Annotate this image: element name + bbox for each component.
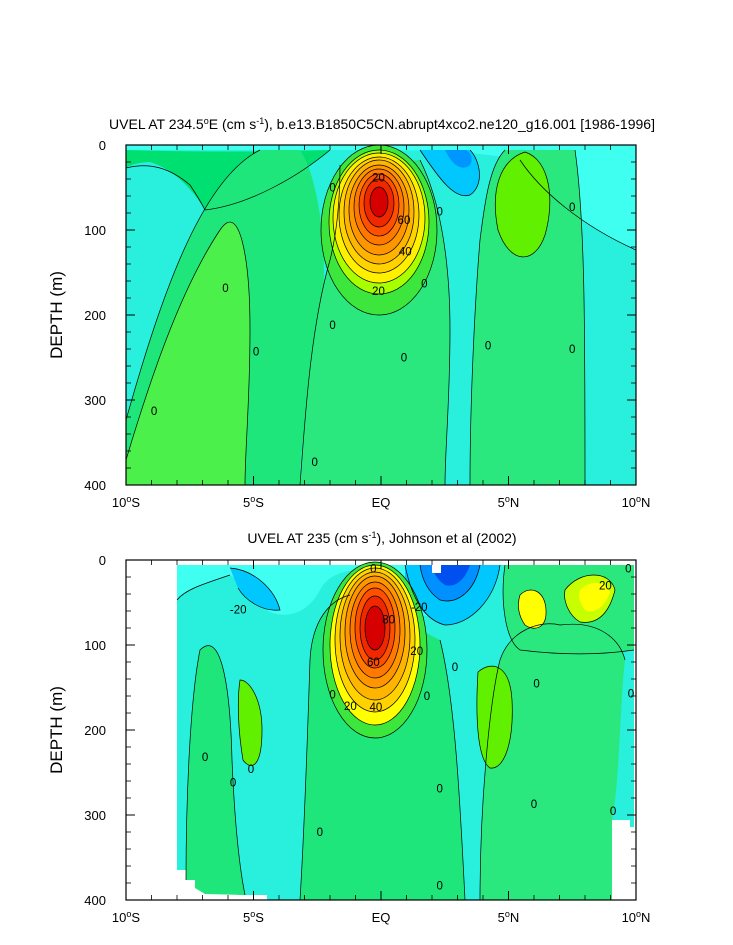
- contour-label: 0: [222, 283, 228, 295]
- contour-lines-bottom: [176, 561, 635, 900]
- contour-label: 0: [329, 689, 335, 701]
- panel-top-ylabel: DEPTH (m): [47, 271, 66, 359]
- contour-label: 0: [253, 347, 259, 359]
- panel-bottom-title: UVEL AT 235 (cm s-1), Johnson et al (200…: [247, 530, 516, 546]
- y-tick-label: 200: [84, 723, 106, 738]
- contour-label: 60: [398, 215, 411, 227]
- y-tick-label: 300: [84, 808, 106, 823]
- x-tick-label: EQ: [372, 495, 391, 510]
- contour-lines-top: [126, 145, 636, 485]
- y-tick-label: 200: [84, 308, 106, 323]
- contour-label: 0: [452, 662, 458, 674]
- contour-label: 0: [628, 688, 634, 700]
- panel-top-x-ticks: 10oS 5oS EQ 5oN 10oN: [112, 145, 651, 510]
- obs-missing-notch: [432, 565, 441, 573]
- contour-label: 0: [625, 564, 631, 576]
- contour-label: 20: [372, 172, 385, 184]
- x-tick-label: 5oS: [243, 494, 264, 510]
- contour-label: 0: [311, 457, 317, 469]
- y-tick-label: 0: [99, 553, 106, 568]
- contour-label: 0: [436, 784, 442, 796]
- obs-band-0-5-right: [480, 623, 625, 900]
- contour-label: 60: [367, 657, 380, 669]
- contour-label: 40: [370, 702, 383, 714]
- x-tick-label: 10oS: [112, 494, 140, 510]
- panel-bottom-x-ticks: 10oS 5oS EQ 5oN 10oN: [112, 560, 651, 925]
- y-tick-label: 400: [84, 893, 106, 908]
- obs-band-neg-left: [230, 568, 280, 611]
- contour-label: 0: [569, 202, 575, 214]
- band-5-10-left: [126, 222, 250, 485]
- x-tick-label: 5oN: [498, 909, 520, 925]
- contour-label: 80: [382, 615, 395, 627]
- contour-label: 0: [485, 341, 491, 353]
- obs-band-yellow-c: [579, 582, 610, 612]
- x-tick-label: 5oN: [498, 494, 520, 510]
- y-tick-label: 100: [84, 638, 106, 653]
- contour-label: 0: [436, 881, 442, 893]
- x-tick-label: 10oS: [112, 909, 140, 925]
- contour-label: 20: [344, 701, 357, 713]
- y-tick-label: 0: [99, 138, 106, 153]
- contour-label: 0: [329, 183, 335, 195]
- contour-label: 0: [569, 344, 575, 356]
- x-tick-label: EQ: [372, 910, 391, 925]
- obs-band-5-10-a: [238, 680, 262, 766]
- x-tick-label: 10oN: [622, 494, 651, 510]
- contour-label: 0: [424, 691, 430, 703]
- panel-top: UVEL AT 234.5oE (cm s-1), b.e13.B1850C5C…: [47, 116, 655, 510]
- panel-bottom-ylabel: DEPTH (m): [47, 686, 66, 774]
- contour-label: 0: [230, 778, 236, 790]
- contour-label: 0: [401, 353, 407, 365]
- contour-label: 20: [410, 646, 423, 658]
- panel-top-contour-labels: 20 60 40 20 0 0 0 0 0 0 0 0 0 0 0 0: [151, 172, 576, 469]
- band-neg-blue-deep: [445, 150, 472, 168]
- obs-core-9: [365, 606, 385, 650]
- contour-label: 0: [202, 752, 208, 764]
- contour-label: 0: [610, 806, 616, 818]
- panel-bottom-field: [176, 561, 635, 900]
- obs-band-yellow-a: [518, 590, 547, 629]
- panel-top-field: [126, 145, 636, 485]
- contour-label: -20: [411, 602, 428, 614]
- band-5-10-right: [495, 152, 550, 257]
- contour-label: 0: [421, 279, 427, 291]
- x-tick-label: 5oS: [243, 909, 264, 925]
- contour-label: 0: [436, 206, 442, 218]
- obs-band-neg-right-3: [432, 565, 470, 586]
- band-0-5-right: [470, 150, 585, 485]
- contour-label: 0: [370, 564, 376, 576]
- contour-label: 20: [599, 581, 612, 593]
- contour-label: 0: [317, 827, 323, 839]
- core-ring-10: [370, 187, 388, 217]
- contour-label: 0: [531, 799, 537, 811]
- panel-top-title: UVEL AT 234.5oE (cm s-1), b.e13.B1850C5C…: [109, 116, 655, 132]
- y-tick-label: 300: [84, 393, 106, 408]
- y-tick-label: 100: [84, 223, 106, 238]
- obs-band-0-5-a: [186, 645, 245, 895]
- band-surface-cyan: [126, 145, 636, 250]
- contour-label: 20: [372, 286, 385, 298]
- y-tick-label: 400: [84, 478, 106, 493]
- obs-band-5-10-b: [476, 666, 513, 769]
- x-tick-label: 10oN: [622, 909, 651, 925]
- contour-label: 0: [248, 764, 254, 776]
- panel-bottom: UVEL AT 235 (cm s-1), Johnson et al (200…: [47, 530, 650, 925]
- contour-label: 0: [533, 678, 539, 690]
- contour-label: 0: [151, 406, 157, 418]
- contour-label: -20: [230, 604, 247, 616]
- contour-label: 40: [399, 246, 412, 258]
- contour-label: 0: [329, 320, 335, 332]
